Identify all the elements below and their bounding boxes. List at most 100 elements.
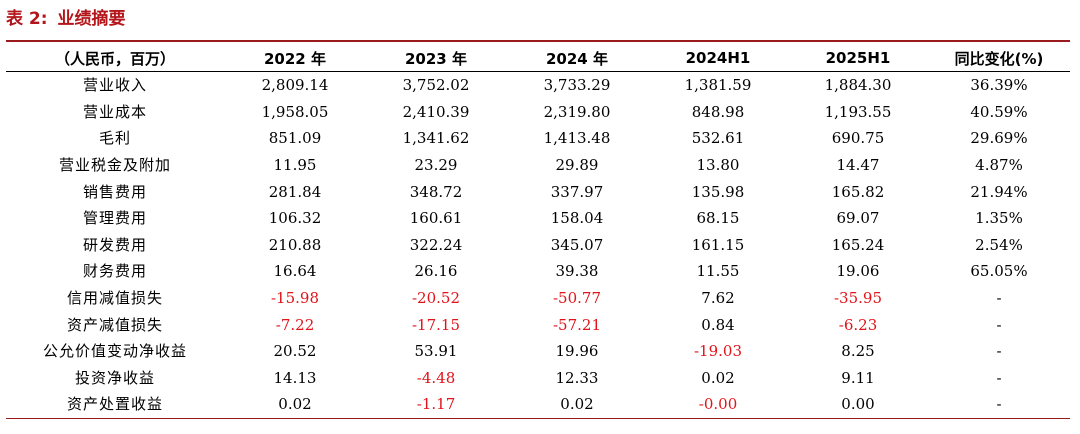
table-row: 管理费用 106.32 160.61 158.04 68.15 69.07 1.35% <box>6 205 1070 232</box>
table-cell: 1,193.55 <box>824 102 892 121</box>
header-2024h1: 2024H1 <box>648 45 788 72</box>
table-cell: 848.98 <box>691 102 745 121</box>
table-cell: 21.94% <box>970 182 1028 201</box>
table-cell: 106.32 <box>268 209 322 228</box>
table-cell: 26.16 <box>414 262 458 281</box>
table-cell: 0.00 <box>841 395 875 414</box>
table-cell: -35.95 <box>833 289 882 308</box>
table-cell: 2.54% <box>975 235 1023 254</box>
header-2024: 2024 年 <box>506 45 648 72</box>
table-cell: 19.06 <box>836 262 880 281</box>
table-cell: 13.80 <box>696 156 740 175</box>
table-cell: 2,319.80 <box>543 102 611 121</box>
table-cell: 3,752.02 <box>402 76 470 95</box>
table-cell: 1,413.48 <box>543 129 611 148</box>
table-cell: 53.91 <box>414 342 458 361</box>
table-cell: 161.15 <box>691 235 745 254</box>
table-cell: 8.25 <box>841 342 875 361</box>
table-cell: -6.23 <box>838 315 878 334</box>
table-cell: 2,410.39 <box>402 102 470 121</box>
table-cell: 158.04 <box>550 209 604 228</box>
table-row: 毛利 851.09 1,341.62 1,413.48 532.61 690.75 29.6… <box>6 125 1070 152</box>
row-label: 资产减值损失 <box>66 315 163 334</box>
table-number: 表 2: <box>6 9 48 29</box>
table-row: 营业成本 1,958.05 2,410.39 2,319.80 848.98 1,193.… <box>6 99 1070 126</box>
top-rule <box>6 40 1070 42</box>
header-yoy-change: 同比变化(%) <box>928 45 1070 72</box>
table-cell: 210.88 <box>268 235 322 254</box>
table-cell: 3,733.29 <box>543 76 611 95</box>
table-cell: 281.84 <box>268 182 322 201</box>
table-cell: -20.52 <box>411 289 460 308</box>
header-2022: 2022 年 <box>224 45 366 72</box>
table-cell: 1,341.62 <box>402 129 470 148</box>
row-label: 营业收入 <box>82 76 147 95</box>
row-label: 投资净收益 <box>74 368 155 387</box>
table-cell: 7.62 <box>701 289 735 308</box>
row-label: 管理费用 <box>82 209 147 228</box>
row-label: 毛利 <box>98 129 131 148</box>
table-cell: 160.61 <box>409 209 463 228</box>
table-cell: 532.61 <box>691 129 745 148</box>
table-cell: 40.59% <box>970 102 1028 121</box>
table-cell: -15.98 <box>270 289 319 308</box>
table-row: 公允价值变动净收益 20.52 53.91 19.96 -19.03 8.25 - <box>6 338 1070 365</box>
table-cell: 19.96 <box>555 342 599 361</box>
table-cell: 345.07 <box>550 235 604 254</box>
table-cell: 165.82 <box>831 182 885 201</box>
row-label: 营业税金及附加 <box>58 156 171 175</box>
table-cell: 348.72 <box>409 182 463 201</box>
table-cell: 4.87% <box>975 156 1023 175</box>
row-label: 销售费用 <box>82 182 147 201</box>
table-caption: 业绩摘要 <box>57 9 126 29</box>
table-row: 资产减值损失 -7.22 -17.15 -57.21 0.84 -6.23 - <box>6 311 1070 338</box>
table-cell: 690.75 <box>831 129 885 148</box>
table-cell: 11.95 <box>273 156 317 175</box>
table-cell: 1.35% <box>975 209 1023 228</box>
row-label: 营业成本 <box>82 102 147 121</box>
table-cell: -19.03 <box>693 342 742 361</box>
table-cell: 322.24 <box>409 235 463 254</box>
table-cell: 1,884.30 <box>824 76 892 95</box>
table-row: 资产处置收益 0.02 -1.17 0.02 -0.00 0.00 - <box>6 391 1070 418</box>
table-cell: - <box>996 342 1002 361</box>
table-cell: -1.17 <box>416 395 456 414</box>
table-cell: 9.11 <box>841 368 875 387</box>
table-title: 表 2: 业绩摘要 <box>6 4 126 34</box>
header-2025h1: 2025H1 <box>788 45 928 72</box>
table-cell: 135.98 <box>691 182 745 201</box>
table-body: 营业收入 2,809.14 3,752.02 3,733.29 1,381.59 1,88… <box>6 72 1070 418</box>
table-cell: 0.84 <box>701 315 735 334</box>
table-cell: 29.69% <box>970 129 1028 148</box>
table-cell: - <box>996 368 1002 387</box>
table-cell: 39.38 <box>555 262 599 281</box>
bottom-rule <box>6 418 1070 419</box>
row-label: 信用减值损失 <box>66 289 163 308</box>
header-row: （人民币，百万） 2022 年 2023 年 2024 年 2024H1 202… <box>6 45 1070 72</box>
table-cell: 14.13 <box>273 368 317 387</box>
table-cell: -17.15 <box>411 315 460 334</box>
table-cell: 0.02 <box>701 368 735 387</box>
table-cell: 2,809.14 <box>261 76 329 95</box>
header-2023: 2023 年 <box>366 45 506 72</box>
row-label: 研发费用 <box>82 235 147 254</box>
performance-summary-table: （人民币，百万） 2022 年 2023 年 2024 年 2024H1 202… <box>6 45 1070 418</box>
table-cell: 11.55 <box>696 262 740 281</box>
table-cell: -4.48 <box>416 368 456 387</box>
row-label: 公允价值变动净收益 <box>42 342 187 361</box>
table-cell: -7.22 <box>275 315 315 334</box>
table-cell: 16.64 <box>273 262 317 281</box>
table-cell: 1,381.59 <box>684 76 752 95</box>
table-cell: 165.24 <box>831 235 885 254</box>
table-cell: 0.02 <box>278 395 312 414</box>
table-cell: - <box>996 289 1002 308</box>
table-cell: 1,958.05 <box>261 102 329 121</box>
table-cell: - <box>996 315 1002 334</box>
table-cell: 29.89 <box>555 156 599 175</box>
header-unit: （人民币，百万） <box>6 45 224 72</box>
table-row: 营业收入 2,809.14 3,752.02 3,733.29 1,381.59 1,88… <box>6 72 1070 99</box>
table-cell: 68.15 <box>696 209 740 228</box>
table-row: 销售费用 281.84 348.72 337.97 135.98 165.82 21.94% <box>6 178 1070 205</box>
table-cell: 65.05% <box>970 262 1028 281</box>
table-row: 财务费用 16.64 26.16 39.38 11.55 19.06 65.05% <box>6 258 1070 285</box>
